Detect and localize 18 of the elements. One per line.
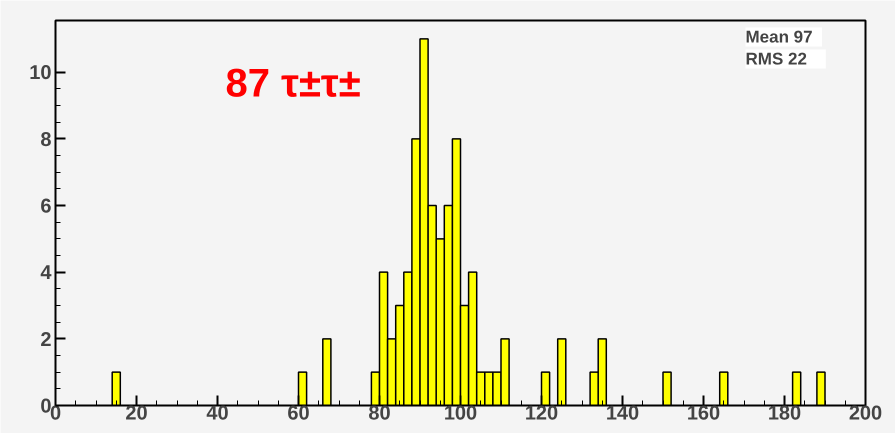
annotation: RMS 22 (746, 50, 807, 68)
x-tick-label: 160 (686, 402, 720, 424)
y-tick-label: 2 (40, 328, 52, 351)
y-tick-label: 4 (40, 262, 52, 284)
y-tick-label: 6 (40, 196, 52, 218)
x-tick-label: 140 (606, 402, 640, 424)
y-tick-label: 10 (29, 62, 52, 84)
x-tick-label: 20 (125, 402, 148, 424)
annotation: 87 τ±τ± (226, 62, 361, 106)
x-tick-label: 100 (444, 402, 478, 424)
x-tick-label: 180 (768, 402, 802, 424)
y-tick-label: 8 (40, 128, 52, 151)
x-tick-label: 200 (848, 402, 882, 424)
x-tick-label: 80 (368, 402, 391, 424)
annotation: Mean 97 (746, 28, 813, 46)
x-tick-label: 40 (206, 402, 229, 424)
x-tick-label: 120 (524, 402, 558, 424)
x-tick-label: 60 (287, 402, 310, 424)
